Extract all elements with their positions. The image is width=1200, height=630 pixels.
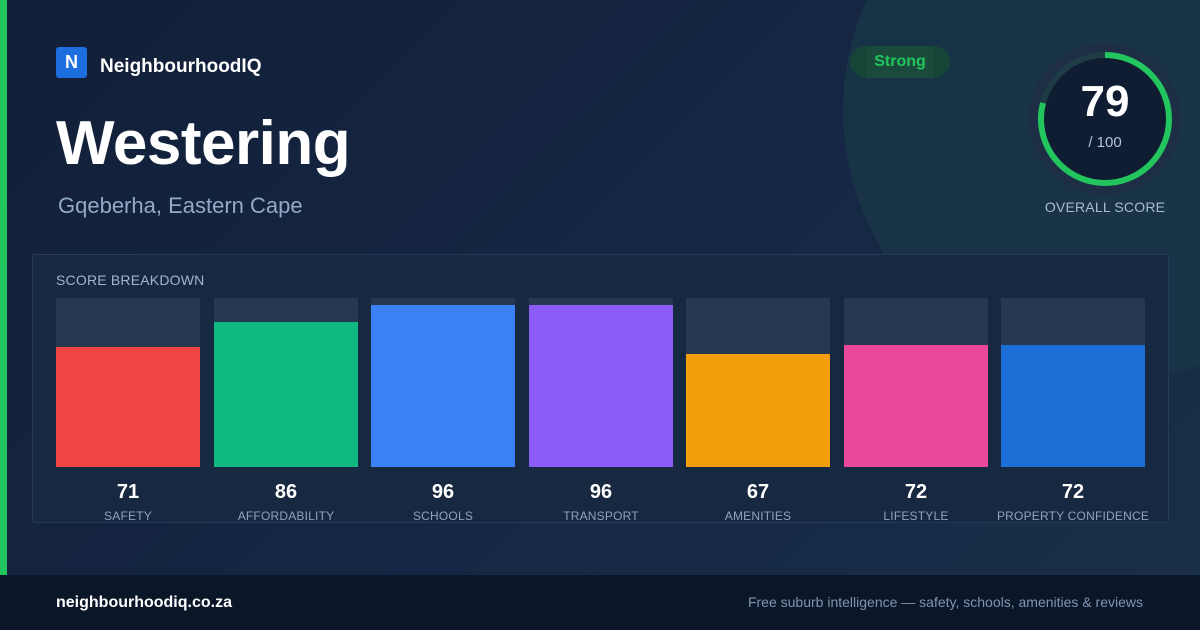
score-ring-graphic <box>1029 43 1181 195</box>
category-amenities: 67 AMENITIES <box>686 298 830 524</box>
accent-bar <box>0 0 7 575</box>
category-value: 86 <box>274 481 298 503</box>
category-bar-track <box>56 298 200 467</box>
category-value: 96 <box>589 481 613 503</box>
overall-score-ring: 79 / 100 <box>1028 42 1182 196</box>
category-bar-track <box>1001 298 1145 467</box>
category-label: AMENITIES <box>724 509 792 523</box>
category-lifestyle: 72 LIFESTYLE <box>844 298 988 524</box>
category-safety: 71 SAFETY <box>56 298 200 524</box>
category-label: LIFESTYLE <box>883 509 949 523</box>
category-value: 72 <box>904 481 928 503</box>
category-bar-fill <box>56 347 200 467</box>
category-bar-fill <box>1001 345 1145 467</box>
category-label: SCHOOLS <box>412 509 474 523</box>
category-bar-fill <box>371 305 515 467</box>
footer: neighbourhoodiq.co.za Free suburb intell… <box>0 575 1200 630</box>
category-bar-fill <box>844 345 988 467</box>
category-bar-fill <box>214 322 358 467</box>
score-breakdown-panel: SCORE BREAKDOWN 71 SAFETY 86 AFFORDABILITY 9… <box>32 254 1169 523</box>
rating-badge: Strong <box>850 46 950 78</box>
overall-score-max: / 100 <box>1088 134 1122 151</box>
footer-tagline: Free suburb intelligence — safety, schoo… <box>747 594 1143 610</box>
suburb-title: Westering <box>56 109 351 178</box>
brand-name: NeighbourhoodIQ <box>100 56 262 77</box>
category-bar-fill <box>529 305 673 467</box>
suburb-location: Gqeberha, Eastern Cape <box>58 193 303 218</box>
category-affordability: 86 AFFORDABILITY <box>214 298 358 524</box>
category-bar-track <box>686 298 830 467</box>
category-bar-track <box>529 298 673 467</box>
score-breakdown-title: SCORE BREAKDOWN <box>56 272 205 288</box>
category-value: 72 <box>1061 481 1085 503</box>
rating-badge-label: Strong <box>874 53 926 70</box>
category-value: 71 <box>116 481 140 503</box>
brand[interactable]: N NeighbourhoodIQ <box>56 46 261 78</box>
category-property-confidence: 72 PROPERTY CONFIDENCE <box>997 298 1149 524</box>
footer-url-link[interactable]: neighbourhoodiq.co.za <box>56 594 232 611</box>
category-bar-track <box>214 298 358 467</box>
category-transport: 96 TRANSPORT <box>529 298 673 524</box>
overall-score-value: 79 <box>1080 77 1130 126</box>
category-bar-fill <box>686 354 830 467</box>
category-bar-track <box>844 298 988 467</box>
category-label: SAFETY <box>104 509 152 523</box>
brand-logo-icon: N <box>56 46 87 78</box>
score-ring-progress <box>1038 52 1172 186</box>
category-bar-track <box>371 298 515 467</box>
category-value: 96 <box>431 481 455 503</box>
score-ring-center <box>1041 55 1169 183</box>
category-value: 67 <box>746 481 770 503</box>
category-label: AFFORDABILITY <box>237 509 335 523</box>
overall-score-label: OVERALL SCORE <box>1044 199 1166 215</box>
category-label: TRANSPORT <box>563 509 639 523</box>
category-schools: 96 SCHOOLS <box>371 298 515 524</box>
category-label: PROPERTY CONFIDENCE <box>996 509 1150 523</box>
